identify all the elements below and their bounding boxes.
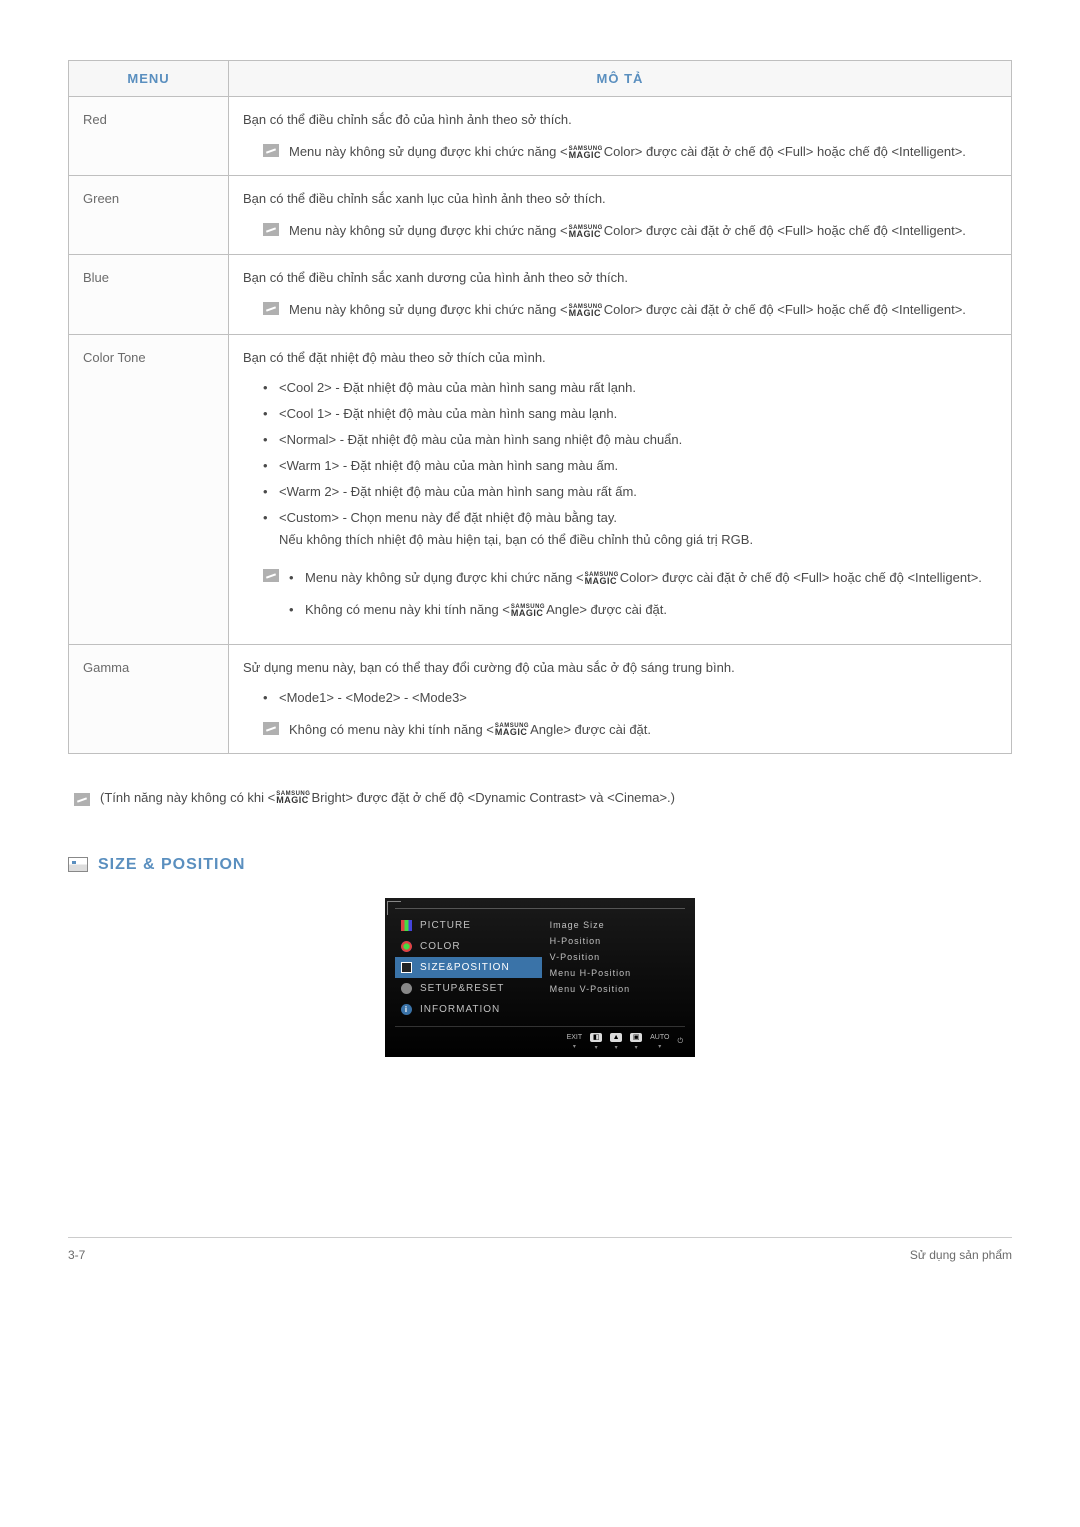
page-section: Sử dụng sản phẩm bbox=[910, 1248, 1012, 1262]
osd-menu: PICTURE COLOR SIZE&POSITION SETUP&RESET … bbox=[385, 898, 695, 1057]
list-item: <Custom> - Chọn menu này để đặt nhiệt độ… bbox=[263, 507, 997, 551]
note-icon bbox=[263, 223, 279, 236]
cell-colortone-label: Color Tone bbox=[69, 334, 229, 644]
osd-item-sizeposition[interactable]: SIZE&POSITION bbox=[395, 957, 542, 978]
osd-btn-exit[interactable]: EXIT▾ bbox=[567, 1034, 583, 1050]
row-gamma: Gamma Sử dụng menu này, bạn có thể thay … bbox=[69, 644, 1012, 753]
row-red: Red Bạn có thể điều chỉnh sắc đỏ của hìn… bbox=[69, 97, 1012, 176]
global-note-text: (Tính năng này không có khi <SAMSUNGMAGI… bbox=[100, 790, 675, 806]
blue-note: Menu này không sử dụng được khi chức năn… bbox=[243, 299, 997, 321]
note-icon bbox=[74, 793, 90, 806]
col-desc: MÔ TẢ bbox=[229, 61, 1012, 97]
note-icon bbox=[263, 569, 279, 582]
info-icon: i bbox=[401, 1004, 412, 1015]
setup-icon bbox=[401, 983, 412, 994]
colortone-notes: Menu này không sử dụng được khi chức năn… bbox=[243, 567, 997, 631]
gamma-desc: Sử dụng menu này, bạn có thể thay đổi cư… bbox=[243, 657, 997, 679]
colortone-opts: <Cool 2> - Đặt nhiệt độ màu của màn hình… bbox=[243, 377, 997, 552]
gamma-note: Không có menu này khi tính năng <SAMSUNG… bbox=[243, 719, 997, 741]
list-item: <Cool 1> - Đặt nhiệt độ màu của màn hình… bbox=[263, 403, 997, 425]
red-note: Menu này không sử dụng được khi chức năn… bbox=[243, 141, 997, 163]
note-icon bbox=[263, 302, 279, 315]
osd-btn-auto[interactable]: AUTO▾ bbox=[650, 1034, 669, 1050]
row-blue: Blue Bạn có thể điều chỉnh sắc xanh dươn… bbox=[69, 255, 1012, 334]
section-header: SIZE & POSITION bbox=[68, 856, 1012, 874]
green-note: Menu này không sử dụng được khi chức năn… bbox=[243, 220, 997, 242]
blue-note-text: Menu này không sử dụng được khi chức năn… bbox=[289, 299, 997, 321]
size-icon bbox=[401, 962, 412, 973]
osd-btn-up[interactable]: ▲▾ bbox=[610, 1033, 622, 1051]
list-item: <Cool 2> - Đặt nhiệt độ màu của màn hình… bbox=[263, 377, 997, 399]
osd-btn-box[interactable]: ◧▾ bbox=[590, 1033, 602, 1051]
colortone-note-1: Menu này không sử dụng được khi chức năn… bbox=[289, 567, 982, 589]
osd-sub-item[interactable]: V-Position bbox=[550, 949, 685, 965]
list-item: <Warm 2> - Đặt nhiệt độ màu của màn hình… bbox=[263, 481, 997, 503]
osd-right-menu: Image Size H-Position V-Position Menu H-… bbox=[550, 915, 685, 1020]
cell-red-label: Red bbox=[69, 97, 229, 176]
settings-table: MENU MÔ TẢ Red Bạn có thể điều chỉnh sắc… bbox=[68, 60, 1012, 754]
osd-sub-item[interactable]: H-Position bbox=[550, 933, 685, 949]
osd-sub-item[interactable]: Menu H-Position bbox=[550, 965, 685, 981]
note-icon bbox=[263, 722, 279, 735]
red-note-text: Menu này không sử dụng được khi chức năn… bbox=[289, 141, 997, 163]
osd-item-picture[interactable]: PICTURE bbox=[395, 915, 542, 936]
section-title: SIZE & POSITION bbox=[98, 856, 245, 874]
osd-sub-item[interactable]: Image Size bbox=[550, 917, 685, 933]
list-item: <Warm 1> - Đặt nhiệt độ màu của màn hình… bbox=[263, 455, 997, 477]
note-icon bbox=[263, 144, 279, 157]
osd-left-menu: PICTURE COLOR SIZE&POSITION SETUP&RESET … bbox=[395, 915, 542, 1020]
blue-desc: Bạn có thể điều chỉnh sắc xanh dương của… bbox=[243, 267, 997, 289]
gamma-opts: <Mode1> - <Mode2> - <Mode3> bbox=[243, 687, 997, 709]
list-item: <Normal> - Đặt nhiệt độ màu của màn hình… bbox=[263, 429, 997, 451]
row-green: Green Bạn có thể điều chỉnh sắc xanh lục… bbox=[69, 176, 1012, 255]
page-footer: 3-7 Sử dụng sản phẩm bbox=[68, 1237, 1012, 1262]
osd-btn-enter[interactable]: ▣▾ bbox=[630, 1033, 642, 1051]
osd-btn-power[interactable]: ⏻ bbox=[677, 1038, 683, 1046]
osd-item-setupreset[interactable]: SETUP&RESET bbox=[395, 978, 542, 999]
colortone-note-2: Không có menu này khi tính năng <SAMSUNG… bbox=[289, 599, 982, 621]
size-position-icon bbox=[68, 857, 88, 872]
red-desc: Bạn có thể điều chỉnh sắc đỏ của hình ản… bbox=[243, 109, 997, 131]
row-colortone: Color Tone Bạn có thể đặt nhiệt độ màu t… bbox=[69, 334, 1012, 644]
gamma-note-text: Không có menu này khi tính năng <SAMSUNG… bbox=[289, 719, 997, 741]
cell-gamma-label: Gamma bbox=[69, 644, 229, 753]
global-note: (Tính năng này không có khi <SAMSUNGMAGI… bbox=[68, 790, 1012, 806]
osd-item-information[interactable]: iINFORMATION bbox=[395, 999, 542, 1020]
colortone-desc: Bạn có thể đặt nhiệt độ màu theo sở thíc… bbox=[243, 347, 997, 369]
osd-sub-item[interactable]: Menu V-Position bbox=[550, 981, 685, 997]
page-number: 3-7 bbox=[68, 1248, 85, 1262]
picture-icon bbox=[401, 920, 412, 931]
cell-blue-label: Blue bbox=[69, 255, 229, 334]
osd-bottom-bar: EXIT▾ ◧▾ ▲▾ ▣▾ AUTO▾ ⏻ bbox=[395, 1026, 685, 1051]
list-item: <Mode1> - <Mode2> - <Mode3> bbox=[263, 687, 997, 709]
green-note-text: Menu này không sử dụng được khi chức năn… bbox=[289, 220, 997, 242]
osd-item-color[interactable]: COLOR bbox=[395, 936, 542, 957]
green-desc: Bạn có thể điều chỉnh sắc xanh lục của h… bbox=[243, 188, 997, 210]
color-icon bbox=[401, 941, 412, 952]
cell-green-label: Green bbox=[69, 176, 229, 255]
col-menu: MENU bbox=[69, 61, 229, 97]
